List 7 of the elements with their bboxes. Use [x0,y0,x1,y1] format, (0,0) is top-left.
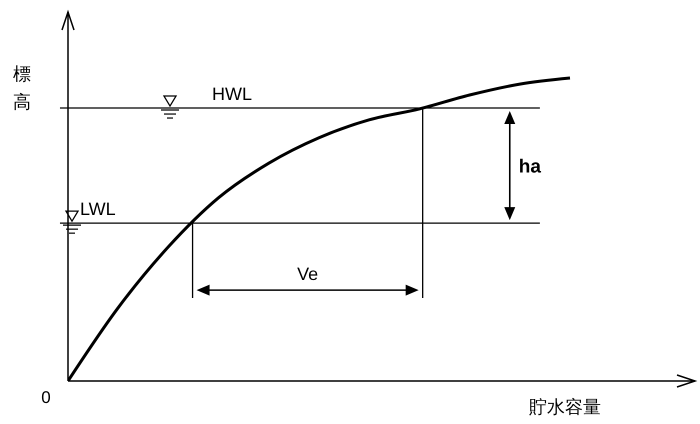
text: 0 [41,388,51,407]
ref-line-label: LWL [80,199,116,220]
annotation: Ve [297,264,318,284]
x-axis-title: 貯水容量 [529,397,601,417]
annotation: ha [518,156,542,178]
ref-line-label: HWL [212,84,252,104]
y-axis-title: 標高 [13,64,31,112]
